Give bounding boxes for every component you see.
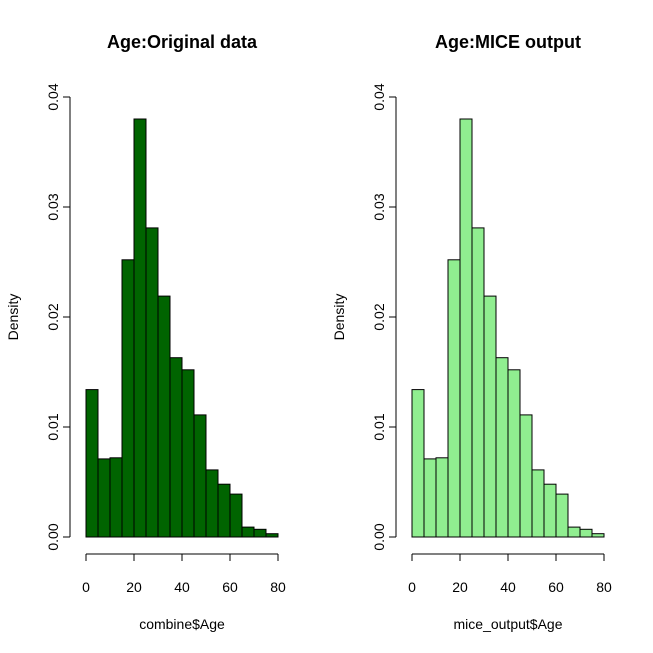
histogram-bar [507,369,521,538]
bars-group [411,118,605,538]
histogram-bar [495,357,509,538]
y-tick-label: 0.02 [371,303,387,330]
histogram-bar [97,458,111,538]
y-tick-label: 0.00 [45,523,61,550]
histogram-bar [85,389,99,538]
x-tick-label: 60 [222,579,238,595]
y-tick-label: 0.00 [371,523,387,550]
histogram-bar [567,526,581,538]
histogram-bar [205,469,219,538]
histogram-bar [555,493,569,538]
y-tick-label: 0.02 [45,303,61,330]
x-tick-label: 40 [174,579,190,595]
y-tick-label: 0.03 [371,193,387,220]
axes-group: 0.00 0.01 0.02 0.03 0.04 0 20 40 60 80 [371,83,612,595]
histogram-bar [217,483,231,538]
original-data-panel: Age:Original data combine$Age Density 0.… [5,32,286,632]
y-tick-label: 0.04 [45,83,61,110]
x-tick-label: 0 [408,579,416,595]
x-axis-label: mice_output$Age [454,616,563,632]
histogram-bar [181,369,195,538]
histogram-bar [121,259,135,538]
y-tick-label: 0.04 [371,83,387,110]
histogram-bar [483,295,497,538]
x-axis-label: combine$Age [139,616,225,632]
histogram-bar [447,259,461,538]
histogram-bar [169,357,183,538]
chart-title: Age:Original data [107,32,258,52]
histogram-bar [133,118,147,538]
x-tick-label: 80 [596,579,612,595]
x-tick-label: 20 [452,579,468,595]
x-tick-label: 20 [126,579,142,595]
histogram-bar [471,227,485,538]
histogram-bar [229,493,243,538]
y-axis-label: Density [5,294,21,341]
histogram-bar [459,118,473,538]
axes-group: 0.00 0.01 0.02 0.03 0.04 0 20 40 60 80 [45,83,286,595]
histogram-bar [435,457,449,538]
y-tick-label: 0.01 [371,413,387,440]
histogram-bar [253,528,267,538]
histogram-bar [531,469,545,538]
histogram-bar [145,227,159,538]
chart-title: Age:MICE output [435,32,581,52]
histogram-bar [519,414,533,538]
y-tick-label: 0.01 [45,413,61,440]
y-axis-label: Density [331,294,347,341]
histogram-bar [411,389,425,538]
histogram-bar [265,533,279,538]
x-tick-label: 40 [500,579,516,595]
histogram-bar [109,457,123,538]
histogram-bar [579,528,593,538]
y-tick-label: 0.03 [45,193,61,220]
histogram-bar [423,458,437,538]
x-tick-label: 0 [82,579,90,595]
histogram-bar [193,414,207,538]
bars-group [85,118,279,538]
histogram-bar [241,526,255,538]
x-tick-label: 80 [270,579,286,595]
histogram-bar [543,483,557,538]
histogram-bar [591,533,605,538]
x-tick-label: 60 [548,579,564,595]
mice-output-panel: Age:MICE output mice_output$Age Density … [331,32,612,632]
histogram-bar [157,295,171,538]
